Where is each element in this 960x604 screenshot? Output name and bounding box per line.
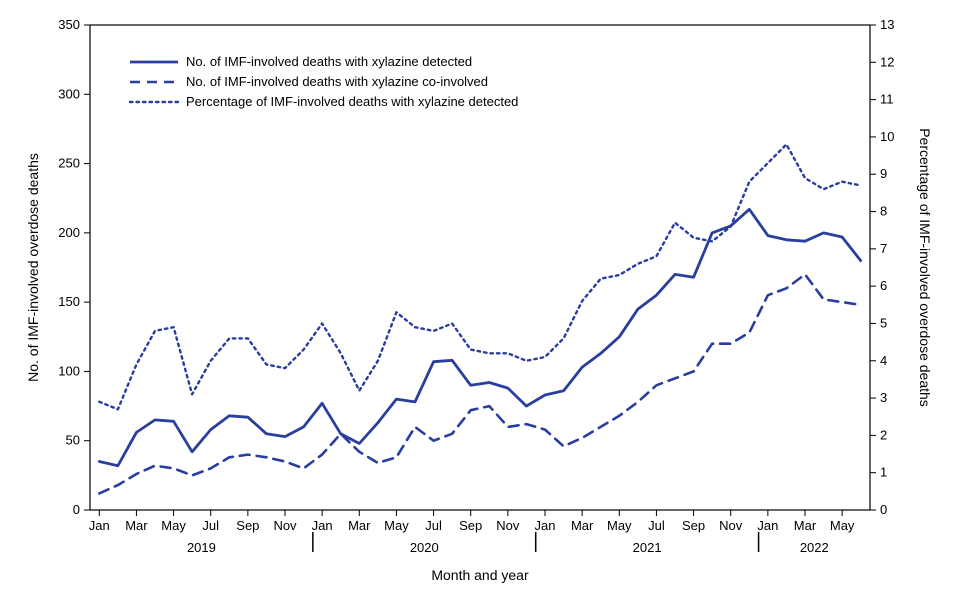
yright-tick-label: 12 (880, 54, 894, 69)
x-tick-label: May (830, 518, 855, 533)
yleft-tick-label: 200 (58, 225, 80, 240)
yleft-tick-label: 50 (66, 433, 80, 448)
yright-tick-label: 4 (880, 353, 887, 368)
x-tick-label: Jan (757, 518, 778, 533)
legend-label: No. of IMF-involved deaths with xylazine… (186, 74, 488, 89)
legend-label: No. of IMF-involved deaths with xylazine… (186, 54, 472, 69)
yright-tick-label: 5 (880, 315, 887, 330)
yleft-tick-label: 350 (58, 17, 80, 32)
yleft-axis-label: No. of IMF-involved overdose deaths (25, 153, 41, 382)
x-year-label: 2019 (187, 540, 216, 555)
x-tick-label: May (161, 518, 186, 533)
x-tick-label: Jul (648, 518, 665, 533)
x-tick-label: May (607, 518, 632, 533)
x-tick-label: Jul (202, 518, 219, 533)
yright-tick-label: 10 (880, 129, 894, 144)
x-tick-label: Nov (496, 518, 520, 533)
yright-tick-label: 1 (880, 465, 887, 480)
yright-tick-label: 11 (880, 92, 894, 107)
yright-tick-label: 0 (880, 502, 887, 517)
yleft-tick-label: 100 (58, 363, 80, 378)
chart-bg (0, 0, 960, 604)
x-tick-label: Nov (273, 518, 297, 533)
chart-container: 050100150200250300350No. of IMF-involved… (0, 0, 960, 604)
x-tick-label: Mar (125, 518, 148, 533)
yleft-tick-label: 300 (58, 86, 80, 101)
yright-tick-label: 9 (880, 166, 887, 181)
x-year-label: 2020 (410, 540, 439, 555)
yright-tick-label: 3 (880, 390, 887, 405)
x-tick-label: Mar (794, 518, 817, 533)
yright-tick-label: 7 (880, 241, 887, 256)
yright-axis-label: Percentage of IMF-involved overdose deat… (917, 128, 933, 407)
x-tick-label: Jul (425, 518, 442, 533)
yright-tick-label: 2 (880, 427, 887, 442)
x-tick-label: Jan (89, 518, 110, 533)
yright-tick-label: 13 (880, 17, 894, 32)
x-year-label: 2022 (800, 540, 829, 555)
x-tick-label: Jan (312, 518, 333, 533)
x-tick-label: Mar (571, 518, 594, 533)
x-axis-label: Month and year (431, 567, 529, 583)
x-tick-label: Nov (719, 518, 743, 533)
x-tick-label: Jan (535, 518, 556, 533)
yright-tick-label: 6 (880, 278, 887, 293)
x-year-label: 2021 (633, 540, 662, 555)
yleft-tick-label: 150 (58, 294, 80, 309)
yleft-tick-label: 250 (58, 156, 80, 171)
yright-tick-label: 8 (880, 204, 887, 219)
chart-svg: 050100150200250300350No. of IMF-involved… (0, 0, 960, 604)
yleft-tick-label: 0 (73, 502, 80, 517)
x-tick-label: May (384, 518, 409, 533)
legend-label: Percentage of IMF-involved deaths with x… (186, 94, 518, 109)
x-tick-label: Mar (348, 518, 371, 533)
x-tick-label: Sep (682, 518, 705, 533)
x-tick-label: Sep (236, 518, 259, 533)
x-tick-label: Sep (459, 518, 482, 533)
